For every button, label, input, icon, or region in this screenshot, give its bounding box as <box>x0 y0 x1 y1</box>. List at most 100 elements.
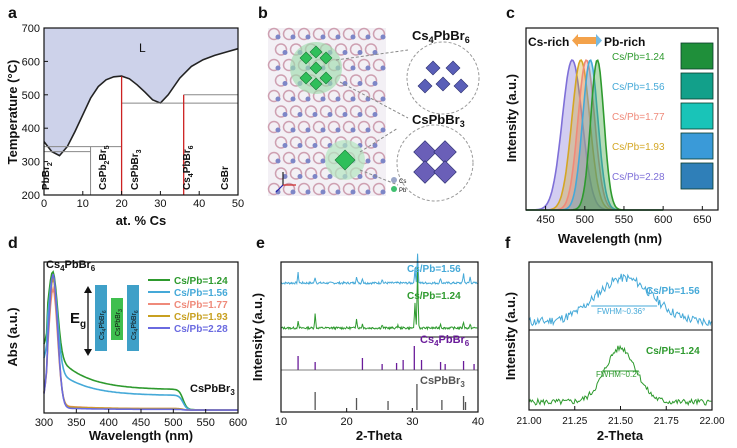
sample-photo-0 <box>680 42 714 70</box>
f-xtick-label-3: 21.75 <box>654 416 679 427</box>
lattice-atom <box>380 158 386 164</box>
lattice-atom <box>282 112 288 117</box>
lattice-atom <box>275 65 281 71</box>
lattice-atom <box>365 96 371 102</box>
lattice-ring <box>342 182 356 196</box>
d-legend-1: Cs/Pb=1.56 <box>174 288 228 299</box>
lattice-atom <box>305 96 311 102</box>
a-ytick-label-2: 400 <box>22 123 40 135</box>
lattice-ring <box>304 167 318 180</box>
lattice-ring <box>372 182 386 196</box>
d-xtick-label-3: 450 <box>132 417 150 429</box>
zoom-line-bot <box>359 127 399 153</box>
pb-octahedron <box>319 71 333 85</box>
lattice-ring <box>319 105 333 118</box>
lattice-ring <box>282 182 296 196</box>
e-label-1.24: Cs/Pb=1.24 <box>407 291 461 302</box>
lattice-ring <box>319 136 333 149</box>
panel-f-frame <box>528 261 713 411</box>
sample-photo-2 <box>680 102 714 130</box>
lattice-atom <box>290 127 296 133</box>
panel-e-xrd: 10 20 30 40 2-Theta Intensity (a.u.) Cs/Pb=… <box>250 253 484 443</box>
panel-label-c: c <box>506 5 515 22</box>
label-pb-rich: Pb-rich <box>604 35 645 49</box>
element-legend: Cs Pb <box>391 177 407 194</box>
panel-d-ylabel: Abs (a.u.) <box>5 307 20 366</box>
e-xtick-label-2: 30 <box>406 416 418 428</box>
zoom-line-top <box>335 49 409 61</box>
xrd-zoom-1.24 <box>528 344 712 407</box>
label-cs-rich: Cs-rich <box>528 35 569 49</box>
lattice-ring <box>312 27 326 41</box>
panel-e-ylabel: Intensity (a.u.) <box>250 293 265 381</box>
lattice-ring <box>342 27 356 41</box>
d-xtick-label-1: 350 <box>67 417 85 429</box>
lattice-atom <box>365 127 371 133</box>
fwhm-label-1.56: FWHM~0.36° <box>597 307 645 316</box>
c-legend-4: Cs/Pb=2.28 <box>612 172 665 183</box>
a-xtick-label-4: 40 <box>193 198 205 210</box>
d-xtick-label-2: 400 <box>99 417 117 429</box>
lattice-atom <box>275 34 281 40</box>
lattice-atom <box>350 189 356 195</box>
lattice-ring <box>364 105 378 118</box>
legend-cs: Cs <box>399 179 406 185</box>
a-xtick-label-1: 10 <box>77 198 89 210</box>
lattice-ring <box>364 167 378 180</box>
lattice-atom <box>372 143 378 148</box>
lattice-atom <box>380 96 386 102</box>
lattice-ring <box>289 136 303 149</box>
zoom-line-bot2 <box>359 169 399 186</box>
e-xtick-label-3: 40 <box>472 416 484 428</box>
f-xtick-label-0: 21.00 <box>516 416 541 427</box>
lattice-ring <box>289 105 303 118</box>
a-xtick-label-2: 20 <box>115 198 127 210</box>
d-xtick-label-5: 550 <box>196 417 214 429</box>
panel-d-absorption: 300 350 400 450 500 550 600 Wavelength (nm) Ab… <box>5 259 247 443</box>
lattice-ring <box>372 27 386 41</box>
panel-label-d: d <box>8 235 18 252</box>
liquid-region <box>44 28 238 156</box>
lattice-ring <box>357 89 371 103</box>
band-diagram: Eg Cs4PbBr6 CsPbBr3 Cs4PbBr6 <box>70 285 140 356</box>
d-xtick-label-4: 500 <box>164 417 182 429</box>
svg-text:Cs4PbBr6: Cs4PbBr6 <box>99 310 108 340</box>
lattice-atom <box>342 50 348 55</box>
lattice-atom <box>320 96 326 102</box>
zoom-line-top2 <box>339 81 409 119</box>
c-xtick-label-3: 600 <box>654 214 672 226</box>
xrd-zoom-1.56 <box>528 273 712 327</box>
lattice-ring <box>274 105 288 118</box>
f-label-1.24: Cs/Pb=1.24 <box>646 346 700 357</box>
lattice-atom <box>320 127 326 133</box>
pb-octahedron <box>299 51 313 65</box>
pb-octahedron <box>334 149 356 171</box>
lattice-atom <box>372 50 378 55</box>
compound-label-4: CsBr <box>220 166 231 190</box>
e-label-cspbbr3: CsPbBr3 <box>420 375 465 389</box>
a-ytick-label-1: 300 <box>22 157 40 169</box>
d-xtick-label-6: 600 <box>229 417 247 429</box>
zoom-octahedron <box>435 76 451 92</box>
eg-label: Eg <box>70 310 86 330</box>
lattice-ring <box>357 182 371 196</box>
zoom-octahedron <box>445 60 461 76</box>
lattice-ring <box>304 136 318 149</box>
panel-f-xrd-zoom: 21.00 21.25 21.50 21.75 22.00 2-Theta Intens… <box>503 261 725 443</box>
lattice-atom <box>380 65 386 71</box>
compound-label-0: PbBr2 <box>41 162 54 190</box>
lattice-atom <box>282 81 288 86</box>
lattice-ring <box>267 58 281 72</box>
pb-octahedron <box>309 77 323 91</box>
pb-octahedron <box>309 45 323 59</box>
lattice-ring <box>297 182 311 196</box>
lattice-atom <box>290 34 296 40</box>
compound-label-1: CsPb2Br5 <box>98 145 111 190</box>
lattice-ring <box>372 89 386 103</box>
lattice-ring <box>282 89 296 103</box>
panel-label-a: a <box>8 5 17 22</box>
d-legend-0: Cs/Pb=1.24 <box>174 276 228 287</box>
lattice-atom <box>290 96 296 102</box>
panel-b-structure: Cs4PbBr6 CsPbBr3 Cs Pb <box>267 27 480 202</box>
lattice-atom <box>282 174 288 179</box>
